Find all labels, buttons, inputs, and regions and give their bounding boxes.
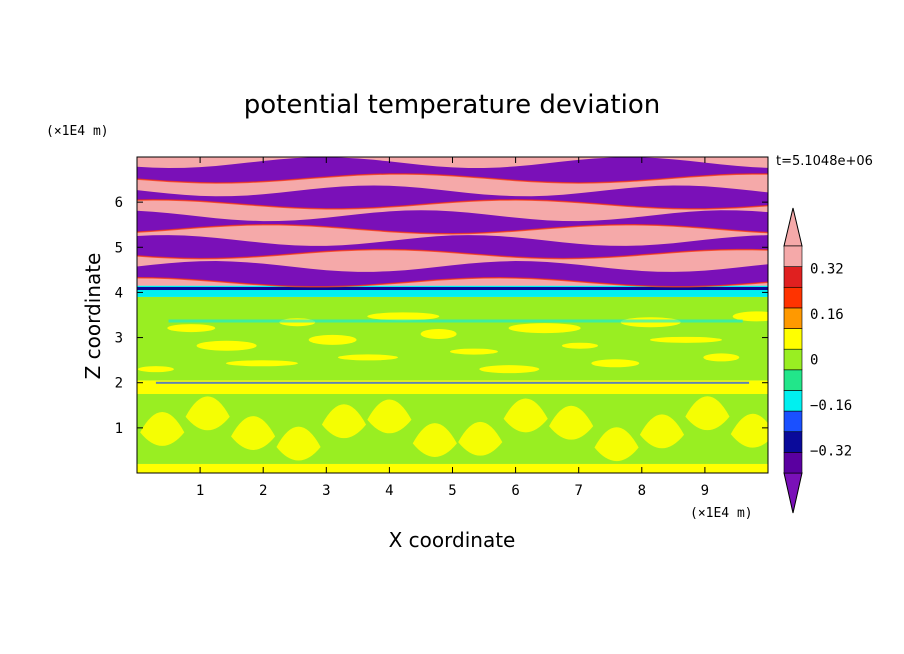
mid-layer-blob — [561, 342, 598, 349]
colorbar-segment — [783, 390, 803, 412]
colorbar-over-arrow — [783, 207, 803, 247]
layer-edge — [137, 173, 768, 184]
colorbar-segment — [783, 286, 803, 309]
x-tick-label: 9 — [701, 483, 709, 499]
mid-layer-blob — [479, 365, 540, 374]
mid-layer-blob — [420, 328, 457, 339]
mid-layer-blob — [167, 324, 216, 333]
layer-edge — [137, 199, 768, 210]
time-label: t=5.1048e+06 — [776, 154, 873, 169]
purple-layer — [137, 261, 768, 287]
x-tick-label: 2 — [259, 483, 267, 499]
y-tick-label: 1 — [115, 421, 123, 437]
y-axis-ticks: 1 2 3 4 5 6 — [115, 195, 768, 437]
mid-layer-blob — [591, 359, 640, 368]
colorbar-segment — [783, 369, 803, 391]
mid-layer-blob — [367, 312, 440, 321]
chart-title: potential temperature deviation — [244, 90, 660, 120]
purple-layer — [137, 235, 768, 259]
y-axis-label: Z coordinate — [81, 253, 105, 380]
colorbar: 0.32 0.16 0 −0.16 −0.32 — [783, 207, 852, 514]
colorbar-segment — [783, 410, 803, 433]
colorbar-segment — [783, 348, 803, 371]
x-axis-label: X coordinate — [389, 528, 516, 552]
mid-layer-blob — [649, 336, 722, 343]
mid-layer-blob — [449, 348, 498, 355]
layer-edge — [137, 248, 768, 260]
y-tick-label: 3 — [115, 331, 123, 347]
colorbar-tick-label: 0 — [810, 353, 818, 369]
x-axis-ticks: 1 2 3 4 5 6 7 8 9 — [196, 157, 709, 499]
colorbar-tick-label: 0.32 — [810, 262, 844, 278]
purple-layer — [137, 157, 768, 183]
mid-layer-blob — [137, 366, 174, 373]
x-tick-label: 6 — [511, 483, 519, 499]
x-tick-label: 8 — [638, 483, 646, 499]
contour-band — [137, 285, 768, 297]
mid-layer-blob — [196, 340, 257, 351]
mid-layer-blob — [337, 354, 398, 361]
y-axis-unit: (×1E4 m) — [46, 124, 109, 139]
colorbar-segment — [783, 452, 803, 474]
mid-layer-blob — [703, 353, 740, 362]
layer-edge — [137, 277, 768, 288]
colorbar-segment — [783, 328, 803, 350]
contour-band — [137, 380, 768, 394]
layer-edge — [137, 223, 768, 235]
x-tick-label: 5 — [448, 483, 456, 499]
plume-region — [140, 396, 768, 462]
contour-field — [137, 157, 768, 473]
x-tick-label: 7 — [574, 483, 582, 499]
colorbar-segment — [783, 307, 803, 329]
y-tick-label: 2 — [115, 376, 123, 392]
x-tick-label: 3 — [322, 483, 330, 499]
x-axis-unit: (×1E4 m) — [690, 506, 753, 521]
colorbar-segment — [783, 266, 803, 288]
colorbar-segment — [783, 245, 803, 267]
x-tick-label: 1 — [196, 483, 204, 499]
colorbar-tick-label: 0.16 — [810, 307, 844, 323]
colorbar-under-arrow — [783, 472, 803, 514]
purple-layer — [137, 185, 768, 209]
tropopause-line — [137, 287, 768, 291]
x-tick-label: 4 — [385, 483, 393, 499]
colorbar-tick-label: −0.16 — [810, 398, 852, 414]
y-tick-label: 6 — [115, 195, 123, 211]
cyan-streak — [168, 319, 743, 323]
mid-layer-blob — [308, 334, 357, 345]
colorbar-tick-label: −0.32 — [810, 443, 852, 459]
colorbar-segment — [783, 431, 803, 453]
mid-layer-blob — [225, 360, 298, 367]
purple-layer — [137, 210, 768, 234]
mid-layer-blob — [732, 311, 768, 322]
y-tick-label: 4 — [115, 285, 123, 301]
mid-layer-blob — [508, 323, 581, 334]
interface-line — [155, 381, 750, 384]
y-tick-label: 5 — [115, 240, 123, 256]
